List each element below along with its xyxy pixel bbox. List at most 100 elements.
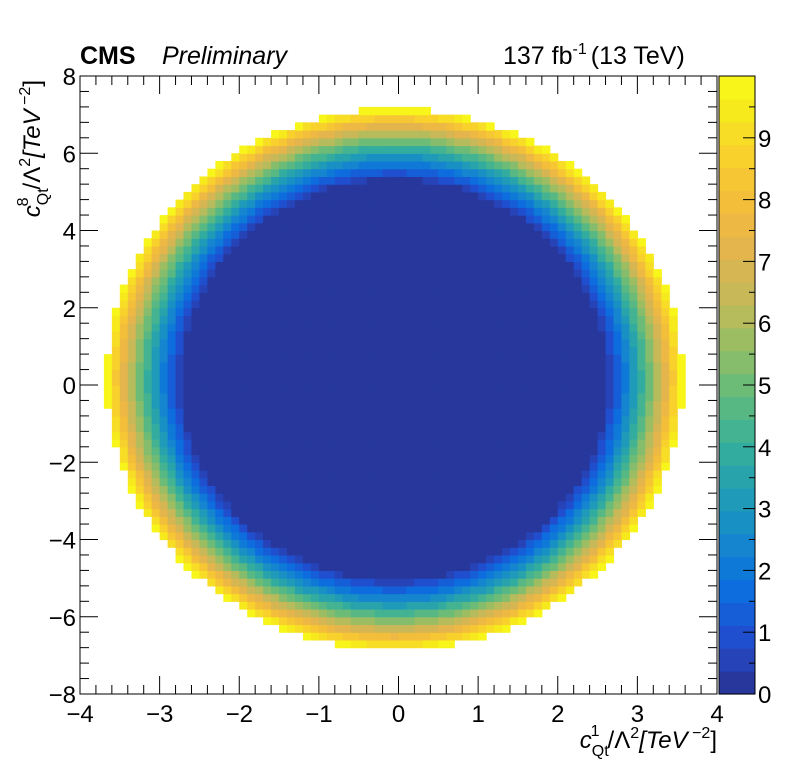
heatmap-cell <box>350 385 360 394</box>
heatmap-cell <box>374 570 384 579</box>
heatmap-cell <box>462 392 471 402</box>
heatmap-cell <box>637 431 646 440</box>
heatmap-cell <box>470 462 479 471</box>
heatmap-cell <box>143 400 153 409</box>
heatmap-cell <box>398 338 408 347</box>
heatmap-cell <box>589 184 599 193</box>
heatmap-cell <box>159 269 169 278</box>
heatmap-cell <box>605 269 615 278</box>
heatmap-cell <box>374 269 384 278</box>
heatmap-cell <box>589 361 599 371</box>
heatmap-cell <box>207 168 216 178</box>
heatmap-cell <box>406 392 416 402</box>
heatmap-cell <box>366 392 376 402</box>
heatmap-cell <box>287 184 296 193</box>
heatmap-cell <box>255 338 264 347</box>
heatmap-cell <box>462 354 471 363</box>
heatmap-cell <box>573 230 583 239</box>
heatmap-cell <box>565 284 575 293</box>
heatmap-cell <box>565 176 575 185</box>
heatmap-cell <box>191 415 201 425</box>
heatmap-cell <box>502 191 511 201</box>
heatmap-cell <box>565 446 575 456</box>
heatmap-cell <box>358 547 368 556</box>
heatmap-cell <box>470 215 479 224</box>
heatmap-cell <box>374 315 384 324</box>
heatmap-cell <box>207 454 216 463</box>
heatmap-cell <box>326 477 336 487</box>
heatmap-cell <box>438 346 447 355</box>
heatmap-cell <box>263 153 272 162</box>
heatmap-cell <box>302 168 312 178</box>
heatmap-cell <box>541 516 551 525</box>
heatmap-cell <box>637 354 646 363</box>
heatmap-cell <box>494 168 503 178</box>
heatmap-cell <box>541 338 551 347</box>
heatmap-cell <box>302 361 312 371</box>
heatmap-cell <box>350 400 360 409</box>
heatmap-cell <box>366 292 376 301</box>
heatmap-cell <box>486 323 495 332</box>
heatmap-cell <box>661 284 670 293</box>
heatmap-cell <box>446 554 455 564</box>
heatmap-cell <box>287 323 296 332</box>
heatmap-cell <box>637 284 646 293</box>
heatmap-cell <box>191 462 201 471</box>
heatmap-cell <box>557 400 567 409</box>
heatmap-cell <box>326 524 336 533</box>
heatmap-cell <box>494 222 503 232</box>
heatmap-cell <box>525 578 535 587</box>
heatmap-cell <box>486 354 495 363</box>
heatmap-cell <box>342 369 352 378</box>
heatmap-cell <box>517 230 527 239</box>
heatmap-cell <box>302 531 312 541</box>
heatmap-cell <box>207 184 216 193</box>
heatmap-cell <box>175 493 185 502</box>
heatmap-cell <box>597 323 607 332</box>
heatmap-cell <box>581 570 591 579</box>
heatmap-cell <box>581 253 591 262</box>
heatmap-cell <box>422 215 431 224</box>
heatmap-cell <box>239 253 248 262</box>
heatmap-cell <box>478 547 487 556</box>
heatmap-cell <box>517 385 527 394</box>
heatmap-cell <box>605 408 615 417</box>
heatmap-cell <box>446 168 455 178</box>
heatmap-cell <box>398 215 408 224</box>
heatmap-cell <box>294 300 304 309</box>
heatmap-cell <box>581 315 591 324</box>
heatmap-cell <box>271 191 280 201</box>
heatmap-cell <box>581 554 591 564</box>
heatmap-cell <box>438 269 447 278</box>
heatmap-cell <box>621 439 631 448</box>
heatmap-cell <box>223 338 232 347</box>
heatmap-cell <box>287 601 296 610</box>
heatmap-cell <box>334 230 344 239</box>
heatmap-cell <box>454 300 463 309</box>
heatmap-cell <box>239 191 248 201</box>
heatmap-cell <box>422 145 431 154</box>
heatmap-cell <box>191 215 201 224</box>
heatmap-cell <box>462 632 471 641</box>
heatmap-cell <box>287 516 296 525</box>
heatmap-cell <box>294 500 304 510</box>
heatmap-cell <box>414 500 423 510</box>
heatmap-cell <box>382 191 392 201</box>
heatmap-cell <box>509 431 519 440</box>
heatmap-cell <box>279 485 288 494</box>
heatmap-cell <box>398 300 408 309</box>
heatmap-cell <box>509 516 519 525</box>
heatmap-cell <box>358 122 368 131</box>
heatmap-cell <box>533 469 543 479</box>
heatmap-cell <box>589 485 599 494</box>
heatmap-cell <box>239 392 248 402</box>
heatmap-cell <box>414 207 423 216</box>
heatmap-cell <box>350 593 360 602</box>
heatmap-cell <box>255 215 264 224</box>
heatmap-cell <box>478 346 487 355</box>
heatmap-cell <box>454 385 463 394</box>
heatmap-cell <box>605 477 615 487</box>
heatmap-cell <box>438 160 447 170</box>
heatmap-cell <box>605 354 615 363</box>
heatmap-cell <box>398 168 408 178</box>
